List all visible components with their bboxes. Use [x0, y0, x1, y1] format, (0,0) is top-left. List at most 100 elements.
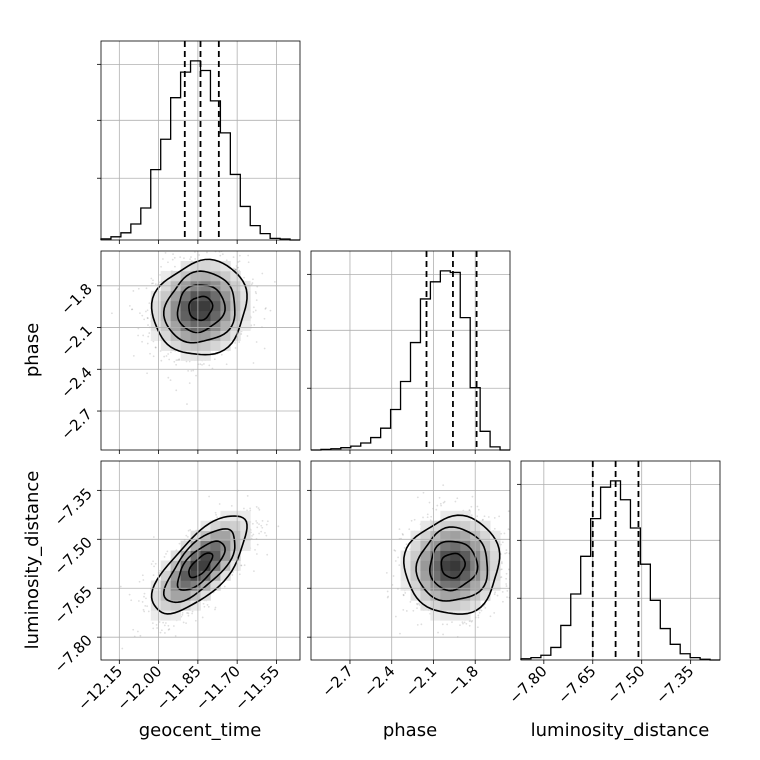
sample-point — [132, 290, 135, 292]
sample-point — [470, 505, 473, 508]
sample-point — [496, 594, 499, 597]
sample-point — [500, 532, 502, 535]
sample-point — [149, 352, 151, 355]
sample-point — [194, 251, 196, 253]
sample-point — [175, 363, 178, 366]
density-cell — [460, 540, 471, 551]
histogram-panel-luminosity_distance — [520, 460, 721, 661]
sample-point — [426, 516, 429, 519]
density-cell — [450, 530, 461, 541]
density-cell — [230, 520, 241, 532]
sample-point — [137, 600, 140, 602]
sample-point — [146, 317, 149, 320]
density-cell — [480, 520, 491, 532]
sample-point — [178, 358, 181, 361]
density-cell — [170, 340, 181, 351]
density-cell — [180, 350, 191, 361]
histogram-panel-phase — [310, 250, 511, 451]
sample-point — [435, 508, 438, 511]
density-cell — [490, 540, 501, 551]
density-cell — [160, 340, 172, 351]
contour-level — [440, 552, 467, 579]
x-label-phase: phase — [383, 720, 437, 741]
sample-point — [263, 317, 266, 320]
density-cell — [220, 550, 231, 561]
sample-point — [240, 564, 243, 567]
density-cell — [180, 550, 191, 561]
sample-point — [221, 253, 224, 256]
sample-point — [141, 574, 144, 577]
density-cell — [230, 310, 241, 322]
sample-point — [505, 549, 508, 552]
sample-point — [238, 260, 241, 263]
density-cell — [200, 570, 211, 581]
density-cell — [230, 320, 241, 331]
density-cell — [190, 300, 201, 312]
sample-point — [416, 607, 418, 610]
sample-point — [260, 530, 263, 533]
sample-point — [501, 590, 504, 593]
sample-point — [234, 347, 237, 349]
sample-point — [418, 604, 421, 606]
sample-point — [219, 254, 222, 257]
sample-point — [507, 510, 510, 513]
density-cell — [230, 300, 241, 312]
sample-point — [264, 307, 267, 309]
sample-point — [246, 495, 249, 497]
sample-point — [234, 342, 236, 344]
sample-point — [163, 624, 166, 627]
sample-point — [243, 276, 246, 279]
sample-point — [386, 590, 389, 593]
density-cell — [420, 560, 431, 571]
sample-point — [405, 610, 408, 612]
sample-point — [191, 612, 194, 615]
sample-point — [171, 258, 174, 261]
sample-point — [167, 628, 170, 631]
sample-point — [265, 534, 268, 537]
sample-point — [132, 354, 135, 357]
sample-point — [454, 500, 457, 503]
sample-point — [402, 608, 405, 611]
density-cell — [420, 580, 431, 591]
density-cell — [220, 290, 231, 302]
sample-point — [251, 535, 253, 537]
sample-point — [141, 601, 144, 603]
density-cell — [210, 290, 221, 302]
sample-point — [493, 593, 496, 596]
density-cell — [150, 600, 162, 611]
density-cell — [240, 310, 251, 322]
sample-point — [261, 520, 264, 522]
density-cell — [190, 540, 201, 551]
density-cell — [460, 610, 471, 621]
sample-point — [398, 564, 401, 567]
sample-point — [252, 278, 254, 281]
density-cell — [410, 550, 421, 561]
sample-point — [154, 346, 157, 349]
density-cell — [420, 550, 431, 561]
x-label-geocent-time: geocent_time — [139, 720, 262, 741]
sample-point — [398, 528, 401, 530]
sample-point — [399, 632, 401, 635]
sample-point — [500, 543, 502, 546]
sample-point — [489, 615, 492, 618]
sample-point — [237, 261, 240, 263]
sample-point — [202, 602, 205, 605]
sample-point — [117, 288, 120, 291]
density-cell — [190, 530, 201, 541]
density-cell — [160, 610, 172, 621]
sample-point — [394, 560, 397, 562]
density-cell — [160, 290, 172, 302]
sample-point — [178, 542, 181, 545]
sample-point — [478, 611, 481, 614]
density-cell — [430, 550, 441, 561]
sample-point — [163, 556, 166, 558]
density-cell — [450, 600, 461, 611]
density-cell — [230, 290, 241, 302]
contour-level — [402, 514, 501, 615]
density-cell — [240, 540, 251, 551]
y-label-luminosity-distance: luminosity_distance — [22, 471, 43, 650]
sample-point — [232, 571, 234, 573]
sample-point — [159, 631, 162, 634]
density-cell — [420, 570, 431, 581]
density-cell — [190, 310, 201, 322]
